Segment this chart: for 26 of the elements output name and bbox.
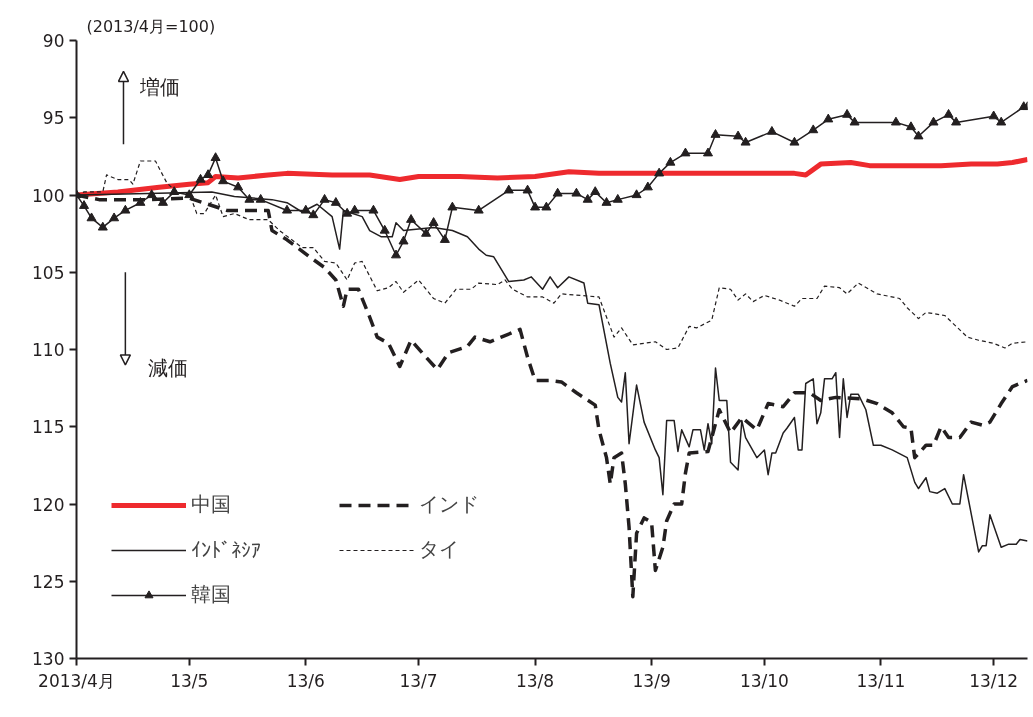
x-tick-label: 13/7 bbox=[399, 670, 438, 691]
x-tick-label: 13/12 bbox=[969, 670, 1019, 691]
x-tick-label: 13/6 bbox=[286, 670, 325, 691]
x-tick-label: 13/11 bbox=[856, 670, 906, 691]
y-tick-label: 115 bbox=[32, 417, 65, 438]
y-tick-label: 110 bbox=[32, 340, 65, 360]
y-tick-label: 130 bbox=[32, 649, 65, 669]
legend-label: タイ bbox=[419, 536, 460, 563]
y-tick-label: 95 bbox=[42, 108, 65, 129]
legend-label: インド bbox=[419, 491, 480, 518]
y-tick-label: 125 bbox=[32, 571, 65, 592]
annotation: 減価 bbox=[147, 356, 188, 381]
y-tick-label: 105 bbox=[32, 262, 65, 283]
text: (2013/4月=100) bbox=[86, 16, 216, 36]
x-tick-label: 13/10 bbox=[739, 670, 789, 691]
y-tick-label: 100 bbox=[32, 185, 65, 206]
legend-label: 韓国 bbox=[191, 581, 232, 608]
x-tick-label: 13/5 bbox=[170, 670, 209, 691]
x-tick-label: 13/8 bbox=[516, 670, 555, 691]
y-tick-label: 120 bbox=[32, 494, 65, 515]
legend-label: ｲﾝﾄﾞﾈｼｱ bbox=[191, 537, 262, 562]
x-tick-label: 13/9 bbox=[632, 670, 671, 691]
annotation: 増価 bbox=[139, 74, 181, 99]
x-tick-label: 2013/4月 bbox=[38, 670, 115, 691]
y-tick-label: 90 bbox=[42, 31, 65, 51]
legend-label: 中国 bbox=[191, 491, 232, 518]
